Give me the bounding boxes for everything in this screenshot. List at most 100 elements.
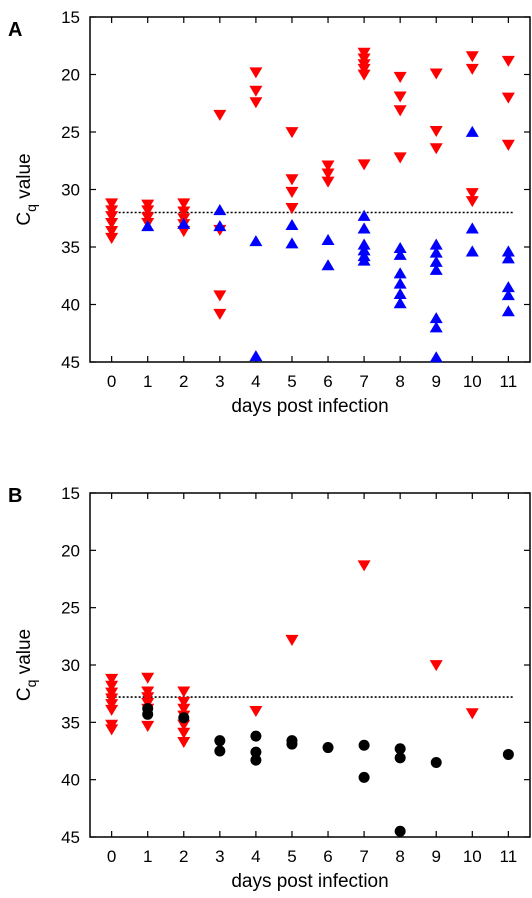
- circle-marker: [250, 730, 262, 742]
- down-triangle-marker: [105, 198, 119, 210]
- down-triangle-marker: [105, 211, 119, 223]
- panel-label: A: [8, 19, 22, 41]
- x-tick-label: 9: [431, 847, 440, 866]
- down-triangle-marker: [177, 727, 191, 739]
- down-triangle-marker: [393, 71, 407, 83]
- down-triangle-marker: [177, 719, 191, 731]
- down-triangle-marker: [177, 198, 191, 210]
- up-triangle-marker: [465, 125, 479, 137]
- circle-marker: [394, 825, 406, 837]
- plot-area: [89, 492, 531, 838]
- down-triangle-marker: [465, 708, 479, 720]
- y-tick-label: 30: [61, 181, 80, 200]
- up-triangle-marker: [429, 255, 443, 267]
- x-tick-label: 6: [323, 372, 332, 391]
- x-tick-label: 11: [500, 847, 518, 866]
- down-triangle-marker: [177, 696, 191, 708]
- up-triangle-marker: [357, 244, 371, 256]
- x-tick-label: 2: [179, 847, 188, 866]
- up-triangle-marker: [213, 220, 227, 232]
- x-axis-title: days post infection: [231, 871, 388, 892]
- down-triangle-marker: [249, 705, 263, 718]
- down-triangle-marker: [357, 159, 371, 171]
- up-triangle-marker: [393, 297, 407, 309]
- down-triangle-marker: [501, 55, 515, 67]
- y-axis-title-suffix: value: [14, 629, 35, 680]
- up-triangle-marker: [357, 222, 371, 234]
- down-triangle-marker: [141, 692, 155, 704]
- up-triangle-marker: [141, 220, 155, 232]
- down-triangle-marker: [249, 97, 263, 109]
- down-triangle-marker: [105, 217, 119, 230]
- x-tick-label: 4: [251, 847, 260, 866]
- up-triangle-marker: [213, 204, 227, 216]
- down-triangle-marker: [285, 174, 299, 186]
- down-triangle-marker: [213, 290, 227, 302]
- down-triangle-marker: [321, 160, 335, 172]
- up-triangle-marker: [393, 241, 407, 254]
- down-triangle-marker: [357, 47, 371, 59]
- y-tick-label: 30: [61, 656, 80, 675]
- down-triangle-marker: [321, 168, 335, 180]
- up-triangle-marker: [501, 281, 515, 293]
- y-tick-label: 20: [61, 541, 80, 560]
- up-triangle-marker: [393, 287, 407, 300]
- up-triangle-marker: [393, 267, 407, 279]
- x-tick-label: 10: [463, 372, 482, 391]
- circle-marker: [214, 745, 226, 757]
- down-triangle-marker: [393, 105, 407, 117]
- up-triangle-marker: [429, 312, 443, 324]
- x-tick-label: 10: [463, 847, 482, 866]
- up-triangle-marker: [429, 321, 443, 333]
- down-triangle-marker: [357, 69, 371, 81]
- up-triangle-marker: [321, 259, 335, 271]
- y-tick-label: 25: [61, 123, 80, 142]
- x-tick-label: 7: [359, 847, 368, 866]
- down-triangle-marker: [357, 63, 371, 75]
- down-triangle-marker: [501, 139, 515, 151]
- down-triangle-marker: [177, 206, 191, 218]
- y-tick-label: 35: [61, 713, 80, 732]
- down-triangle-marker: [105, 687, 119, 699]
- down-triangle-marker: [429, 143, 443, 155]
- circle-marker: [358, 739, 370, 751]
- down-triangle-marker: [177, 686, 191, 698]
- up-triangle-marker: [429, 351, 443, 363]
- circle-marker: [250, 746, 262, 758]
- y-tick-label: 40: [61, 771, 80, 790]
- down-triangle-marker: [105, 226, 119, 238]
- y-tick-label: 45: [61, 353, 80, 372]
- down-triangle-marker: [285, 634, 299, 646]
- plot-area: [89, 16, 531, 363]
- down-triangle-marker: [105, 704, 119, 716]
- y-tick-label: 25: [61, 599, 80, 618]
- y-tick-label: 15: [61, 8, 80, 27]
- up-triangle-marker: [501, 305, 515, 317]
- x-tick-label: 0: [107, 847, 116, 866]
- up-triangle-marker: [429, 238, 443, 250]
- down-triangle-marker: [177, 703, 191, 715]
- up-triangle-marker: [429, 263, 443, 275]
- circle-marker: [322, 742, 334, 754]
- x-tick-label: 3: [215, 847, 224, 866]
- circle-marker: [178, 712, 190, 724]
- up-triangle-marker: [177, 217, 191, 229]
- up-triangle-marker: [249, 350, 263, 362]
- up-triangle-marker: [357, 238, 371, 250]
- down-triangle-marker: [429, 125, 443, 138]
- down-triangle-marker: [285, 203, 299, 215]
- circle-marker: [502, 748, 514, 760]
- circle-marker: [394, 743, 406, 755]
- up-triangle-marker: [429, 246, 443, 258]
- down-triangle-marker: [105, 699, 119, 711]
- x-axis-title: days post infection: [231, 396, 388, 417]
- x-tick-label: 8: [395, 372, 404, 391]
- x-tick-label: 2: [179, 372, 188, 391]
- x-tick-label: 6: [323, 847, 332, 866]
- x-tick-label: 3: [215, 372, 224, 391]
- circle-marker: [142, 708, 154, 720]
- up-triangle-marker: [501, 289, 515, 301]
